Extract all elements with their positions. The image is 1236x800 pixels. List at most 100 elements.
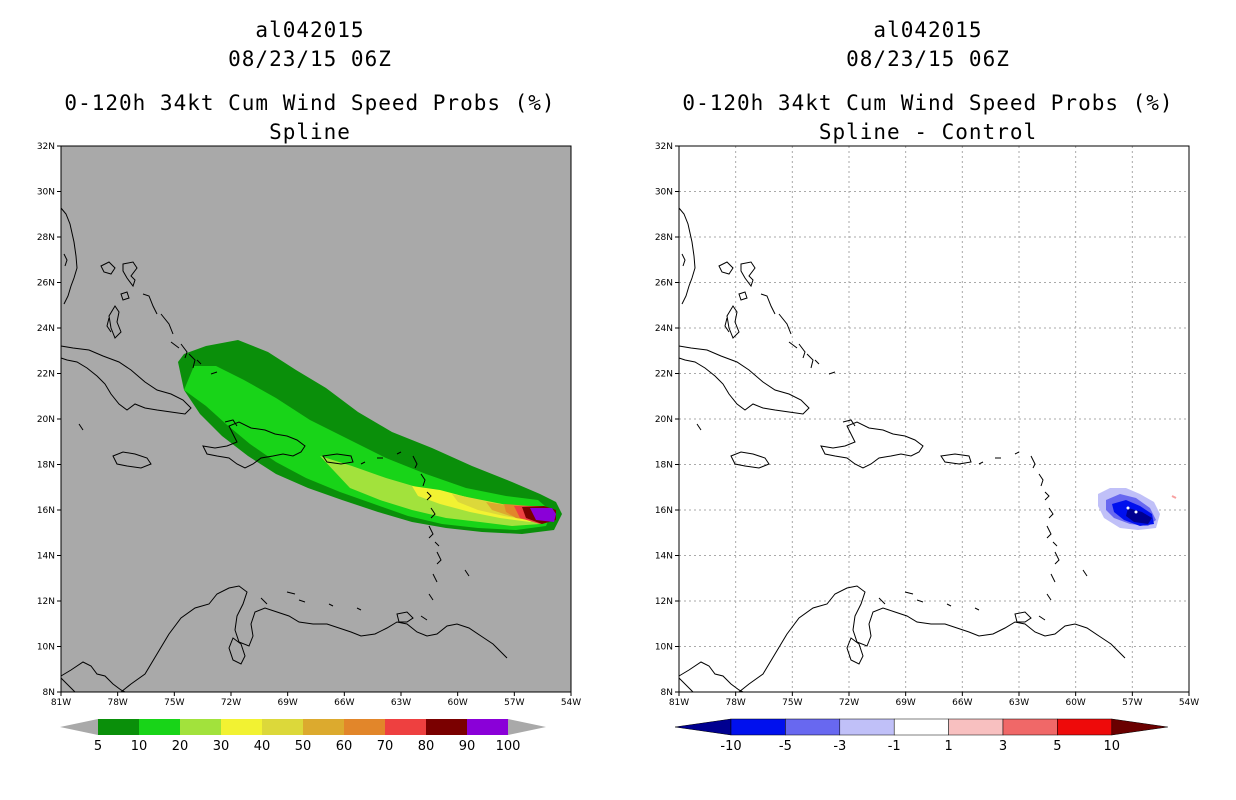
lon-label: 81W [669, 698, 689, 708]
lon-label: 60W [1065, 698, 1085, 708]
right-colorbar: -10 -5 -3 -1 1 3 5 10 [674, 718, 1168, 754]
left-map: 32N 30N 28N 26N 24N 22N 20N 18N 16N 14N 12N 10N 8N81… [37, 142, 581, 708]
lon-label: 75W [164, 698, 184, 708]
contour-5-percent [178, 340, 562, 534]
contour-90-percent [530, 508, 556, 522]
diff-contour-plus-1 [1171, 495, 1177, 499]
colorbar-label: 90 [459, 739, 476, 754]
right-title-storm-id: al042015 [873, 18, 983, 42]
lon-label: 60W [447, 698, 467, 708]
colorbar-swatch [1002, 718, 1058, 736]
diff-contour-minus-10 [1126, 508, 1152, 524]
colorbar-over-arrow [1111, 718, 1168, 736]
colorbar-swatch [730, 718, 786, 736]
lat-label: 18N [37, 461, 55, 471]
colorbar-swatch [344, 719, 385, 735]
lon-label: 66W [334, 698, 354, 708]
lon-label: 54W [561, 698, 581, 708]
lat-label: 26N [37, 279, 55, 289]
right-title-method: Spline - Control [818, 120, 1038, 144]
lat-label: 8N [661, 688, 673, 698]
colorbar-over-arrow [508, 719, 546, 735]
left-colorbar: 5 10 20 30 40 50 60 70 80 90 100 [60, 719, 546, 754]
lon-label: 72W [221, 698, 241, 708]
colorbar-under-arrow [60, 719, 98, 735]
left-title-datetime: 08/23/15 06Z [228, 47, 392, 71]
colorbar-swatch [893, 718, 949, 736]
colorbar-label: -10 [720, 739, 741, 754]
colorbar-label: -5 [779, 739, 792, 754]
colorbar-swatch [139, 719, 180, 735]
left-title-product: 0-120h 34kt Cum Wind Speed Probs (%) [64, 91, 556, 115]
lat-label: 30N [37, 188, 55, 198]
colorbar-label: 20 [172, 739, 189, 754]
lat-label: 32N [37, 142, 55, 152]
lat-label: 28N [655, 233, 673, 243]
colorbar-swatch [98, 719, 139, 735]
colorbar-swatch [385, 719, 426, 735]
lat-label: 20N [655, 415, 673, 425]
lon-label: 69W [895, 698, 915, 708]
lon-label: 66W [952, 698, 972, 708]
left-title-method: Spline [269, 120, 351, 144]
colorbar-label: 5 [94, 739, 102, 754]
lon-label: 57W [504, 698, 524, 708]
colorbar-label: 50 [295, 739, 312, 754]
right-map: 32N 30N 28N 26N 24N 22N 20N 18N 16N 14N 12N 10N 8N81… [655, 142, 1199, 708]
colorbar-label: 100 [496, 739, 521, 754]
colorbar-swatch [180, 719, 221, 735]
lat-label: 26N [655, 279, 673, 289]
colorbar-label: 30 [213, 739, 230, 754]
colorbar-swatch [221, 719, 262, 735]
lat-label: 32N [655, 142, 673, 152]
colorbar-swatch [426, 719, 467, 735]
lat-label: 12N [37, 597, 55, 607]
colorbar-label: 10 [131, 739, 148, 754]
left-title-storm-id: al042015 [255, 18, 365, 42]
colorbar-label: 80 [418, 739, 435, 754]
colorbar-label: 60 [336, 739, 353, 754]
colorbar-label: -1 [888, 739, 901, 754]
lat-label: 22N [37, 370, 55, 380]
colorbar-swatch [948, 718, 1004, 736]
lon-label: 63W [1009, 698, 1029, 708]
lon-label: 69W [277, 698, 297, 708]
lat-label: 12N [655, 597, 673, 607]
lon-label: 75W [782, 698, 802, 708]
right-title-datetime: 08/23/15 06Z [846, 47, 1010, 71]
lat-label: 24N [655, 324, 673, 334]
lat-label: 14N [37, 552, 55, 562]
lat-label: 14N [655, 552, 673, 562]
lat-label: 16N [37, 506, 55, 516]
lat-label: 18N [655, 461, 673, 471]
colorbar-label: 40 [254, 739, 271, 754]
colorbar-label: -3 [833, 739, 846, 754]
lon-label: 78W [725, 698, 745, 708]
colorbar-label: 70 [377, 739, 394, 754]
colorbar-swatch [262, 719, 303, 735]
right-difference-contours [1098, 488, 1177, 530]
colorbar-label: 10 [1104, 739, 1121, 754]
colorbar-swatch [839, 718, 895, 736]
lat-label: 22N [655, 370, 673, 380]
lat-label: 8N [43, 688, 55, 698]
colorbar-swatch [1057, 718, 1113, 736]
lon-label: 54W [1179, 698, 1199, 708]
lat-label: 10N [655, 643, 673, 653]
lon-label: 78W [107, 698, 127, 708]
lon-label: 72W [839, 698, 859, 708]
colorbar-swatch [785, 718, 841, 736]
colorbar-swatch [303, 719, 344, 735]
left-probability-swath [178, 340, 562, 534]
lat-label: 28N [37, 233, 55, 243]
lat-label: 16N [655, 506, 673, 516]
lon-label: 63W [391, 698, 411, 708]
lat-label: 20N [37, 415, 55, 425]
colorbar-label: 5 [1053, 739, 1061, 754]
lon-label: 57W [1122, 698, 1142, 708]
right-axes: 32N 30N 28N 26N 24N 22N 20N 18N 16N 14N 12N 10N 8N81… [655, 142, 1199, 708]
right-title-product: 0-120h 34kt Cum Wind Speed Probs (%) [682, 91, 1174, 115]
colorbar-swatch [467, 719, 508, 735]
colorbar-label: 3 [999, 739, 1007, 754]
lat-label: 24N [37, 324, 55, 334]
